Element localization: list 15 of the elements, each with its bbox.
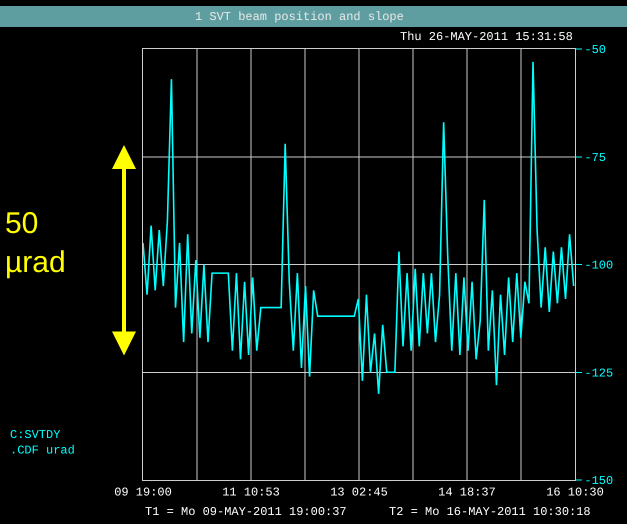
chart-subtitle: Thu 26-MAY-2011 15:31:58 [400,30,573,44]
y-tick-label: -50 [584,43,606,58]
chart-title: 1 SVT beam position and slope [195,10,404,24]
x-tick-label: 14 18:37 [438,485,496,500]
text: 50 µrad [5,207,66,279]
y-tick-label: -100 [584,258,614,273]
y-axis-title: C:SVTDY .CDF urad [10,428,75,458]
text: T2 = Mo 16-MAY-2011 10:30:18 [389,505,591,519]
x-tick-label: 11 10:53 [222,485,280,500]
x-tick-label: 09 19:00 [114,485,172,500]
y-tick-label: -125 [584,366,614,380]
x-tick-label: 13 02:45 [330,485,388,500]
y-tick-label: -75 [584,150,606,165]
line-series [143,61,574,395]
text: T1 = Mo 09-MAY-2011 19:00:37 [145,505,347,519]
